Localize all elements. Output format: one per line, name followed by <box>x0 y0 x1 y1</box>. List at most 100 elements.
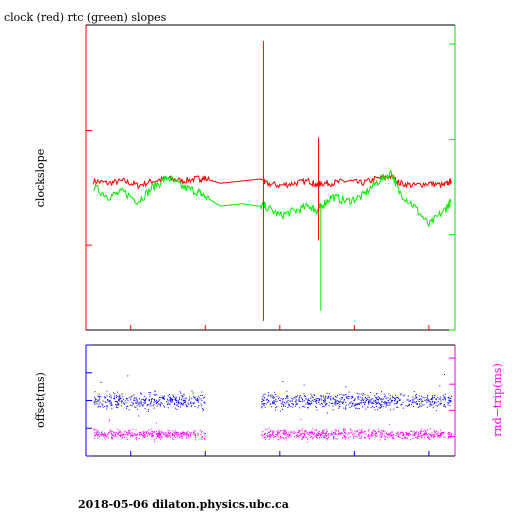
data-point <box>415 395 416 397</box>
data-point <box>324 435 325 437</box>
data-point <box>117 404 119 406</box>
data-point <box>358 429 360 431</box>
data-point <box>262 395 264 397</box>
data-point <box>177 405 179 407</box>
data-point <box>444 393 446 395</box>
data-point <box>183 433 185 434</box>
data-point <box>364 394 366 396</box>
data-point <box>316 437 318 439</box>
data-point <box>127 433 129 435</box>
data-point <box>282 400 284 402</box>
data-point <box>313 434 315 435</box>
data-point <box>141 399 143 401</box>
data-point <box>182 402 184 404</box>
data-point <box>429 405 431 407</box>
data-point <box>116 401 118 403</box>
data-point <box>169 435 171 436</box>
data-point <box>320 435 322 437</box>
data-point <box>434 401 436 403</box>
data-point <box>138 404 140 406</box>
data-point <box>139 432 141 433</box>
data-point <box>433 430 435 432</box>
data-point <box>316 435 318 437</box>
data-point <box>156 433 158 434</box>
data-point <box>262 431 264 433</box>
data-point <box>188 433 190 435</box>
data-point <box>410 439 411 441</box>
data-point <box>304 431 306 433</box>
data-point <box>106 395 108 397</box>
data-point <box>380 398 381 400</box>
data-point <box>433 434 435 436</box>
data-point <box>367 398 369 400</box>
data-point <box>353 405 355 407</box>
data-point <box>267 392 269 394</box>
data-point <box>417 403 418 405</box>
data-point <box>332 398 334 400</box>
data-point <box>440 403 442 405</box>
data-point <box>142 435 144 437</box>
data-point <box>371 435 373 437</box>
data-point <box>124 434 126 436</box>
data-point <box>159 404 161 406</box>
data-point <box>424 432 426 434</box>
data-point <box>434 432 436 434</box>
data-point <box>275 436 277 438</box>
data-point <box>148 432 150 434</box>
data-point <box>317 434 319 436</box>
data-point <box>198 399 200 401</box>
data-point <box>104 435 106 437</box>
data-point <box>98 399 100 401</box>
data-point <box>265 403 267 405</box>
data-point <box>270 429 272 431</box>
data-point <box>109 431 111 433</box>
data-point <box>405 434 407 436</box>
data-point <box>93 401 95 403</box>
data-point <box>195 439 197 441</box>
data-point <box>369 435 371 437</box>
data-point <box>307 403 309 405</box>
data-point <box>324 397 326 399</box>
data-point <box>174 437 176 438</box>
data-point <box>298 399 300 401</box>
data-point <box>139 392 141 394</box>
data-point <box>174 433 176 435</box>
data-point <box>358 432 360 434</box>
data-point <box>179 435 181 437</box>
data-point <box>344 436 346 437</box>
data-point <box>192 432 194 434</box>
data-point <box>429 403 431 405</box>
data-point <box>334 400 336 402</box>
data-point <box>128 397 130 399</box>
data-point <box>110 403 112 405</box>
data-point <box>323 437 325 439</box>
data-point <box>294 397 296 399</box>
data-point <box>392 400 393 401</box>
data-point <box>189 432 191 434</box>
data-point <box>336 396 338 398</box>
data-point <box>392 437 394 439</box>
data-point <box>344 428 346 430</box>
data-point <box>413 398 415 400</box>
data-point <box>278 431 280 433</box>
data-point <box>316 406 318 408</box>
data-point <box>331 434 333 436</box>
data-point <box>402 437 404 439</box>
data-point <box>158 399 160 401</box>
data-point <box>176 404 178 406</box>
data-point <box>348 432 350 434</box>
data-point <box>186 404 188 406</box>
data-point <box>135 435 137 437</box>
data-point <box>177 434 179 435</box>
data-point <box>270 436 272 438</box>
data-point <box>289 435 290 437</box>
data-point <box>179 391 181 393</box>
data-point <box>285 403 287 405</box>
data-point <box>325 395 327 397</box>
data-point <box>326 430 328 432</box>
data-point <box>132 403 134 405</box>
data-point <box>448 400 450 402</box>
data-point <box>183 434 185 436</box>
data-point <box>310 397 312 399</box>
